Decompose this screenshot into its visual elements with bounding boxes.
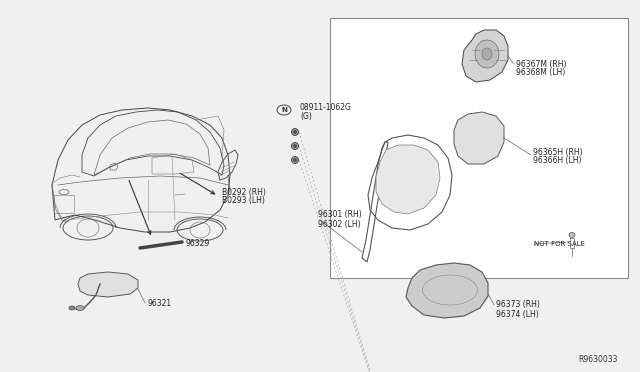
Text: 96329: 96329 — [185, 240, 209, 248]
Text: 96321: 96321 — [148, 298, 172, 308]
Polygon shape — [78, 272, 138, 297]
Ellipse shape — [291, 142, 298, 150]
Polygon shape — [406, 263, 488, 318]
Text: 96367M (RH): 96367M (RH) — [516, 60, 566, 68]
Text: NOT FOR SALE: NOT FOR SALE — [534, 241, 585, 247]
Text: (G): (G) — [300, 112, 312, 122]
Ellipse shape — [475, 40, 499, 68]
Text: 96365H (RH): 96365H (RH) — [533, 148, 582, 157]
Ellipse shape — [294, 144, 296, 148]
Ellipse shape — [294, 131, 296, 134]
Text: 96366H (LH): 96366H (LH) — [533, 157, 582, 166]
Ellipse shape — [76, 305, 84, 311]
Ellipse shape — [294, 158, 296, 161]
Ellipse shape — [482, 48, 492, 60]
Ellipse shape — [69, 306, 75, 310]
Text: 96373 (RH): 96373 (RH) — [496, 301, 540, 310]
Text: 96374 (LH): 96374 (LH) — [496, 310, 539, 318]
Text: 96301 (RH): 96301 (RH) — [318, 211, 362, 219]
Text: 96302 (LH): 96302 (LH) — [318, 219, 360, 228]
Text: R9630033: R9630033 — [579, 356, 618, 365]
Text: B0292 (RH): B0292 (RH) — [222, 187, 266, 196]
Ellipse shape — [569, 232, 575, 237]
Text: 08911-1062G: 08911-1062G — [300, 103, 352, 112]
Bar — [330, 18, 628, 278]
Text: B0293 (LH): B0293 (LH) — [222, 196, 265, 205]
Bar — [54, 195, 74, 213]
Ellipse shape — [291, 128, 298, 135]
Text: N: N — [281, 107, 287, 113]
Polygon shape — [376, 145, 440, 214]
Polygon shape — [462, 30, 508, 82]
Polygon shape — [454, 112, 504, 164]
Ellipse shape — [291, 157, 298, 164]
Text: 96368M (LH): 96368M (LH) — [516, 68, 565, 77]
